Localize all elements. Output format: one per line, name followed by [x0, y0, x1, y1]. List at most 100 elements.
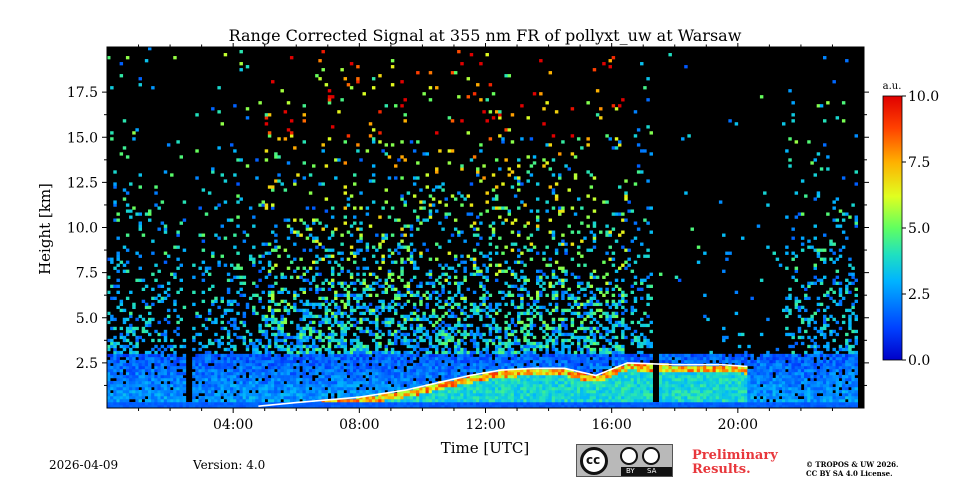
- heat-cell: [340, 395, 344, 400]
- heat-cell: [498, 395, 502, 400]
- heat-cell: [384, 365, 389, 370]
- heat-cell: [252, 386, 256, 391]
- heat-cell: [248, 296, 253, 301]
- heat-cell: [397, 158, 401, 162]
- heat-cell: [271, 398, 275, 403]
- heat-cell: [453, 402, 458, 406]
- heat-cell: [498, 269, 502, 273]
- heat-cell: [223, 386, 228, 391]
- heat-cell: [192, 389, 196, 394]
- heat-cell: [239, 402, 243, 406]
- heat-cell: [242, 311, 247, 316]
- heat-cell: [160, 377, 165, 382]
- heat-cell: [151, 302, 155, 307]
- heat-cell: [517, 374, 521, 379]
- heat-cell: [466, 398, 471, 403]
- heat-cell: [469, 272, 474, 276]
- heat-cell: [529, 395, 534, 400]
- heat-cell: [564, 405, 568, 408]
- heat-cell: [359, 311, 363, 316]
- heat-cell: [217, 263, 221, 267]
- heat-cell: [551, 386, 556, 391]
- heat-cell: [144, 386, 149, 391]
- heat-cell: [476, 383, 480, 388]
- heat-cell: [346, 359, 351, 364]
- heat-cell: [431, 392, 436, 397]
- heat-cell: [387, 350, 392, 355]
- heat-cell: [340, 314, 344, 319]
- heat-cell: [327, 356, 332, 361]
- heat-cell: [378, 245, 382, 249]
- heat-cell: [384, 383, 389, 388]
- heat-cell: [340, 356, 344, 361]
- heat-cell: [330, 272, 335, 276]
- heat-cell: [119, 302, 124, 307]
- heat-cell: [182, 200, 187, 204]
- heat-cell: [479, 402, 483, 406]
- heat-cell: [129, 371, 133, 376]
- heat-cell: [195, 405, 199, 408]
- heat-cell: [422, 293, 426, 298]
- heat-cell: [520, 359, 524, 364]
- heat-cell: [255, 350, 259, 355]
- heat-cell: [548, 377, 553, 382]
- heat-cell: [567, 167, 571, 171]
- heat-cell: [110, 359, 114, 364]
- heat-cell: [192, 362, 196, 367]
- heat-cell: [520, 368, 524, 373]
- heat-cell: [441, 398, 445, 403]
- heat-cell: [444, 335, 448, 340]
- heat-cell: [349, 272, 354, 276]
- heat-cell: [113, 362, 117, 367]
- heat-cell: [148, 405, 152, 408]
- heat-cell: [409, 398, 414, 403]
- heat-cell: [453, 350, 458, 355]
- heat-cell: [349, 308, 354, 313]
- heat-cell: [435, 320, 439, 325]
- heat-cell: [551, 395, 556, 400]
- heat-cell: [154, 395, 158, 400]
- heat-cell: [573, 359, 578, 364]
- heat-cell: [173, 362, 177, 367]
- heat-cell: [438, 329, 442, 334]
- heat-cell: [337, 320, 341, 325]
- heat-cell: [113, 326, 117, 331]
- heat-cell: [375, 362, 379, 367]
- heat-cell: [551, 362, 556, 367]
- heat-cell: [438, 356, 442, 361]
- heat-cell: [472, 386, 477, 391]
- heat-cell: [422, 405, 426, 408]
- heat-cell: [453, 254, 458, 258]
- heat-cell: [211, 398, 215, 403]
- heat-cell: [513, 356, 518, 361]
- heat-cell: [586, 402, 590, 406]
- heat-cell: [542, 380, 546, 385]
- heat-cell: [340, 266, 344, 270]
- heat-cell: [264, 251, 269, 255]
- heat-cell: [520, 251, 524, 255]
- heat-cell: [444, 398, 448, 403]
- heat-cell: [330, 323, 335, 328]
- heat-cell: [507, 341, 512, 346]
- heat-cell: [286, 218, 291, 222]
- heat-cell: [349, 194, 354, 198]
- heat-cell: [271, 80, 275, 84]
- heat-cell: [564, 395, 568, 400]
- heat-cell: [476, 350, 480, 355]
- heat-cell: [154, 278, 158, 282]
- heat-cell: [179, 377, 183, 382]
- heat-cell: [160, 299, 165, 304]
- heat-cell: [110, 392, 114, 397]
- heat-cell: [255, 383, 259, 388]
- heat-cell: [580, 389, 584, 394]
- heat-cell: [151, 398, 155, 403]
- heat-cell: [387, 386, 392, 391]
- heat-cell: [201, 353, 206, 358]
- heat-cell: [226, 392, 231, 397]
- heat-cell: [554, 371, 559, 376]
- heat-cell: [476, 362, 480, 367]
- heat-cell: [510, 380, 515, 385]
- heat-cell: [457, 389, 461, 394]
- heat-cell: [289, 365, 294, 370]
- heat-cell: [129, 209, 133, 213]
